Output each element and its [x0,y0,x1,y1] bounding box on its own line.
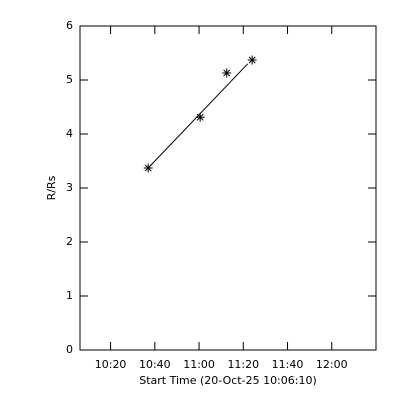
y-tick-label: 6 [66,19,73,32]
y-tick-label: 4 [66,127,73,140]
marker-stroke [223,69,231,77]
marker-stroke [248,56,256,64]
y-axis-label: R/Rs [45,175,58,200]
marker-stroke [144,164,152,172]
y-tick-label: 5 [66,73,73,86]
y-tick-label: 0 [66,343,73,356]
fit-line [147,63,249,169]
asterisk-marker [195,112,205,122]
x-tick-label: 11:00 [183,358,215,371]
marker-stroke [196,113,204,121]
y-tick-label: 2 [66,235,73,248]
asterisk-marker [143,163,153,173]
asterisk-marker [247,55,257,65]
x-tick-label: 12:00 [316,358,348,371]
y-tick-label: 3 [66,181,73,194]
x-tick-label: 11:20 [227,358,259,371]
x-tick-label: 10:40 [139,358,171,371]
x-axis-label: Start Time (20-Oct-25 10:06:10) [139,374,317,387]
x-tick-label: 11:40 [272,358,304,371]
asterisk-marker [222,68,232,78]
x-tick-label: 10:20 [95,358,127,371]
y-tick-label: 1 [66,289,73,302]
